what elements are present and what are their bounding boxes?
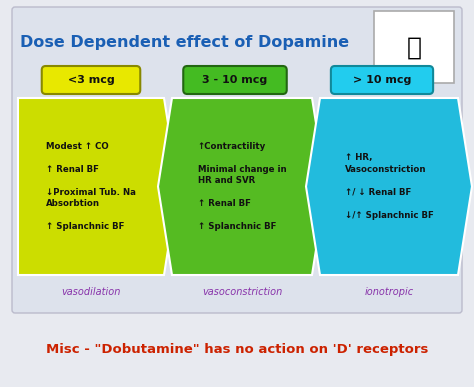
Polygon shape (306, 98, 472, 275)
Text: <3 mcg: <3 mcg (68, 75, 114, 85)
FancyBboxPatch shape (42, 66, 140, 94)
Text: > 10 mcg: > 10 mcg (353, 75, 411, 85)
Polygon shape (158, 98, 326, 275)
Text: Dose Dependent effect of Dopamine: Dose Dependent effect of Dopamine (20, 34, 349, 50)
FancyBboxPatch shape (183, 66, 287, 94)
FancyBboxPatch shape (331, 66, 433, 94)
FancyBboxPatch shape (12, 7, 462, 313)
Text: ↑ HR,
Vasoconstriction

↑/ ↓ Renal BF

↓/↑ Splanchnic BF: ↑ HR, Vasoconstriction ↑/ ↓ Renal BF ↓/↑… (345, 153, 433, 220)
Text: 3 - 10 mcg: 3 - 10 mcg (202, 75, 268, 85)
Text: 🫀: 🫀 (407, 36, 421, 60)
Text: Misc - "Dobutamine" has no action on 'D' receptors: Misc - "Dobutamine" has no action on 'D'… (46, 344, 428, 356)
Text: vasodilation: vasodilation (61, 287, 121, 297)
Text: ↑Contractility

Minimal change in
HR and SVR

↑ Renal BF

↑ Splanchnic BF: ↑Contractility Minimal change in HR and … (198, 142, 286, 231)
Polygon shape (18, 98, 178, 275)
Text: ionotropic: ionotropic (365, 287, 413, 297)
Text: vasoconstriction: vasoconstriction (202, 287, 282, 297)
FancyBboxPatch shape (374, 11, 454, 83)
Text: Modest ↑ CO

↑ Renal BF

↓Proximal Tub. Na
Absorbtion

↑ Splanchnic BF: Modest ↑ CO ↑ Renal BF ↓Proximal Tub. Na… (46, 142, 136, 231)
